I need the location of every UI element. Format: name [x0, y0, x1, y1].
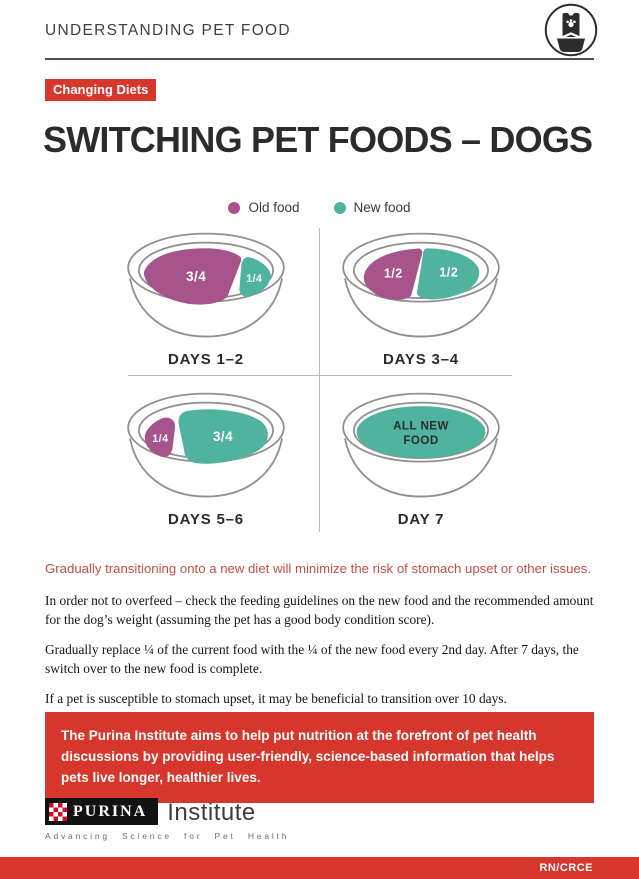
header-divider	[45, 58, 594, 60]
food-segment-old	[143, 248, 242, 305]
bowl-diagram: 1/2 1/2 DAYS 3–4	[336, 230, 506, 368]
food-segment-label: 1/2	[384, 267, 403, 281]
page-header-title: UNDERSTANDING PET FOOD	[45, 22, 291, 39]
food-segment-label: 1/4	[152, 433, 168, 445]
logo-tagline: Advancing Science for Pet Health	[45, 831, 290, 841]
legend-label: Old food	[248, 200, 300, 215]
footer-bar: RN/CRCE	[0, 857, 639, 879]
highlight-sentence: Gradually transitioning onto a new diet …	[45, 561, 592, 576]
bowl-diagram: 3/4 1/4 DAYS 1–2	[121, 230, 291, 368]
legend-item-old: Old food	[228, 200, 300, 215]
bowl-illustration: 3/4 1/4	[127, 232, 285, 338]
food-segment-new	[356, 406, 486, 459]
page-title: SWITCHING PET FOODS – DOGS	[43, 119, 593, 160]
bowl-illustration: 1/2 1/2	[342, 232, 500, 338]
bowl-label: DAY 7	[397, 511, 445, 528]
grid-horizontal-divider	[128, 375, 512, 376]
purina-institute-logo: PURINA Institute Advancing Science for P…	[45, 798, 289, 841]
bowl-diagram: 1/4 3/4 DAYS 5–6	[121, 390, 291, 528]
bowl-label: DAYS 1–2	[168, 351, 244, 368]
legend-label: New food	[353, 200, 411, 215]
category-badge: Changing Diets	[45, 79, 157, 101]
bowl-illustration: 1/4 3/4	[127, 392, 285, 498]
food-segment-label: 1/2	[439, 266, 458, 280]
bowl-diagram: ALL NEW FOOD DAY 7	[336, 390, 506, 528]
bowl-label: DAYS 5–6	[168, 511, 244, 528]
body-paragraph: In order not to overfeed – check the fee…	[45, 593, 594, 628]
callout-box: The Purina Institute aims to help put nu…	[45, 712, 594, 803]
purina-logo-bar: PURINA	[45, 798, 159, 825]
body-text: In order not to overfeed – check the fee…	[45, 591, 594, 719]
legend: Old food New food	[0, 200, 639, 215]
bowl-label: DAYS 3–4	[383, 351, 459, 368]
food-segment-label: FOOD	[403, 434, 438, 447]
pet-food-bag-and-bowl-icon	[544, 3, 598, 57]
food-segment-new	[178, 409, 268, 464]
food-segment-old	[363, 248, 423, 300]
bowl-diagram-grid: 3/4 1/4 DAYS 1–2 1/2 1/2 DAYS 3–4 1/4 3/4 DAYS 5…	[45, 228, 594, 532]
grid-vertical-divider	[319, 228, 320, 532]
food-segment-label: ALL NEW	[393, 419, 449, 432]
footer-code: RN/CRCE	[539, 862, 593, 874]
legend-dot-old	[228, 201, 241, 214]
body-paragraph: Gradually replace ¼ of the current food …	[45, 642, 579, 677]
food-segment-label: 1/4	[246, 273, 262, 285]
food-segment-old	[144, 417, 176, 457]
food-segment-new	[239, 257, 271, 297]
purina-checkerboard-icon	[49, 802, 67, 821]
legend-item-new: New food	[333, 200, 411, 215]
purina-wordmark: PURINA	[73, 802, 148, 820]
body-paragraph: If a pet is susceptible to stomach upset…	[45, 691, 507, 707]
food-segment-label: 3/4	[213, 429, 233, 444]
food-segment-label: 3/4	[186, 269, 206, 284]
food-segment-new	[416, 248, 480, 300]
legend-dot-new	[333, 201, 346, 214]
bowl-illustration: ALL NEW FOOD	[342, 392, 500, 498]
institute-wordmark: Institute	[167, 799, 256, 826]
